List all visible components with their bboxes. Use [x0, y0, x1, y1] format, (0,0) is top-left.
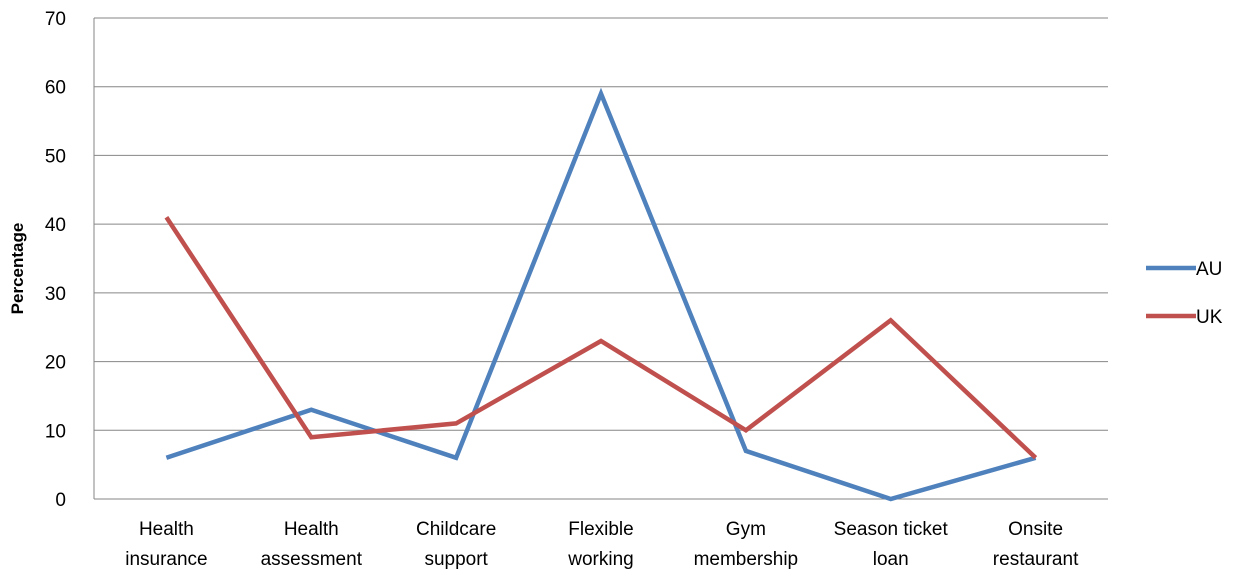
x-tick-label-line: Onsite [1008, 519, 1063, 540]
x-tick-label: Season ticket loan [834, 519, 949, 570]
y-tick-label: 0 [55, 490, 66, 511]
axes [93, 18, 1108, 500]
x-tick-label-line: insurance [125, 549, 207, 570]
x-tick-label-line: Gym [726, 519, 766, 540]
series-line-uk [164, 216, 1038, 460]
y-tick-label: 60 [45, 78, 66, 99]
x-tick-label-line: Flexible [568, 519, 633, 540]
x-tick-label: Health assessment [261, 519, 363, 570]
x-tick-label: Childcare support [416, 519, 496, 570]
x-tick-label-line: Childcare [416, 519, 496, 540]
y-tick-label: 40 [45, 215, 66, 236]
series-line-au [165, 87, 1037, 502]
x-tick-label-line: assessment [261, 549, 363, 570]
legend-label-au: AU [1196, 259, 1222, 280]
y-tick-label: 30 [45, 284, 66, 305]
legend-label-uk: UK [1196, 307, 1223, 328]
x-tick-labels: Health insurance Health assessment Childcare… [125, 519, 1079, 570]
y-tick-labels: 0 10 20 30 40 50 60 70 [45, 9, 66, 511]
x-tick-label-line: support [424, 549, 488, 570]
x-tick-label-line: Health [284, 519, 339, 540]
x-tick-label-line: restaurant [993, 549, 1079, 570]
x-tick-label-line: membership [694, 549, 799, 570]
y-tick-label: 10 [45, 421, 66, 442]
series-lines [164, 87, 1038, 502]
x-tick-label: Health insurance [125, 519, 207, 570]
y-axis-label: Percentage [8, 223, 27, 315]
x-tick-label: Gym membership [694, 519, 799, 570]
x-tick-label: Onsite restaurant [993, 519, 1079, 570]
x-tick-label-line: working [567, 549, 633, 570]
x-tick-label-line: Health [139, 519, 194, 540]
y-tick-label: 70 [45, 9, 66, 30]
gridlines [94, 17, 1108, 431]
legend: AU UK [1146, 259, 1223, 328]
x-tick-label-line: loan [873, 549, 909, 570]
x-tick-label-line: Season ticket [834, 519, 949, 540]
y-tick-label: 20 [45, 353, 66, 374]
y-tick-label: 50 [45, 146, 66, 167]
x-tick-label: Flexible working [567, 519, 633, 570]
